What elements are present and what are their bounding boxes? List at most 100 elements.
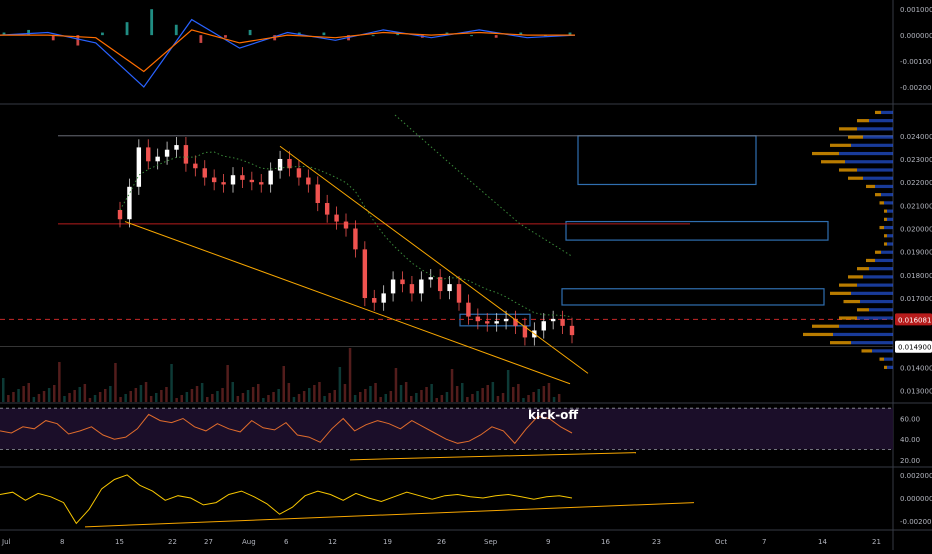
volume-bar xyxy=(241,393,245,402)
price-tick-label: 0.021000 xyxy=(900,202,932,210)
volume-profile-bar xyxy=(839,151,893,156)
volume-bar xyxy=(114,363,117,402)
volume-bar xyxy=(297,394,301,402)
volume-bar xyxy=(486,385,489,402)
volume-bar xyxy=(47,388,51,402)
volume-bar xyxy=(359,392,362,402)
macd-histogram-bar xyxy=(76,35,80,46)
time-tick-label: 22 xyxy=(168,538,177,546)
candle-body xyxy=(343,221,349,229)
macd-tick-label: -0.001000 xyxy=(900,58,932,66)
volume-bar xyxy=(461,383,464,402)
macd-histogram-bar xyxy=(322,32,326,36)
volume-bar xyxy=(78,387,81,402)
macd-histogram-bar xyxy=(150,9,154,36)
volume-profile-bar xyxy=(866,184,875,189)
volume-bar xyxy=(2,378,5,402)
volume-profile-bar xyxy=(857,308,869,312)
volume-bar xyxy=(155,393,158,402)
volume-profile-bar xyxy=(857,119,869,123)
candle-body xyxy=(287,158,292,169)
time-tick-label: 8 xyxy=(60,538,64,546)
candle-body xyxy=(522,325,528,338)
candle-body xyxy=(315,184,320,204)
macd-tick-label: 0.001000 xyxy=(900,6,932,14)
volume-profile-bar xyxy=(884,217,887,221)
volume-profile-bar xyxy=(887,365,893,369)
volume-bar xyxy=(552,397,556,402)
moving-average-line xyxy=(119,151,573,318)
volume-bar xyxy=(32,397,36,402)
macd-line xyxy=(0,18,576,88)
price-tick-label: 0.020000 xyxy=(900,226,932,234)
volume-profile-bar xyxy=(845,160,893,164)
oscillator-tick-label: 0.002000 xyxy=(900,472,932,480)
candle-body xyxy=(296,168,302,178)
time-tick-label: 16 xyxy=(601,538,610,546)
volume-bar xyxy=(440,395,444,402)
volume-bar xyxy=(37,394,41,402)
volume-bar xyxy=(292,397,296,402)
volume-bar xyxy=(343,384,347,402)
time-tick-label: 14 xyxy=(818,538,827,546)
volume-profile-bar xyxy=(887,242,893,246)
volume-bar xyxy=(231,382,234,402)
candle-body xyxy=(372,298,377,303)
volume-profile-bar xyxy=(869,119,893,123)
volume-bar xyxy=(328,393,331,402)
candle-body xyxy=(569,325,575,336)
volume-bar xyxy=(149,396,153,402)
volume-profile-bar xyxy=(887,217,893,221)
volume-bar xyxy=(22,386,25,402)
macd-histogram-bar xyxy=(568,32,572,36)
volume-bar xyxy=(348,348,352,402)
macd-histogram-bar xyxy=(27,29,31,36)
candle-body xyxy=(164,149,170,157)
candle-body xyxy=(183,145,189,164)
candle-body xyxy=(202,168,207,178)
volume-bar xyxy=(272,392,275,402)
macd-histogram-bar xyxy=(51,35,55,41)
oscillator-tick-label: -0.002000 xyxy=(900,518,932,526)
volume-profile-bar xyxy=(821,160,845,164)
volume-bar xyxy=(221,388,224,402)
time-tick-label: Sep xyxy=(484,538,498,546)
volume-bar xyxy=(384,394,387,402)
rsi-line xyxy=(0,413,573,445)
volume-bar xyxy=(333,390,336,402)
volume-bar xyxy=(190,389,194,402)
supply-demand-zone xyxy=(577,135,757,186)
volume-bar xyxy=(323,396,326,402)
volume-bar xyxy=(287,383,291,402)
candle-body xyxy=(400,279,405,285)
candle-body xyxy=(513,318,518,326)
price-tick-label: 0.018000 xyxy=(900,272,932,280)
time-tick-label: Aug xyxy=(242,538,256,546)
candle-body xyxy=(503,318,509,322)
time-tick-label: 27 xyxy=(204,538,213,546)
volume-bar xyxy=(353,395,357,402)
candle-body xyxy=(334,214,339,222)
volume-bar xyxy=(481,388,484,402)
supply-demand-zone xyxy=(565,220,829,241)
time-tick-label: 23 xyxy=(652,538,661,546)
volume-bar xyxy=(466,397,469,402)
volume-bar xyxy=(415,393,418,402)
rsi-band xyxy=(0,408,893,450)
last-price-label: 0.016081 xyxy=(898,316,931,324)
candle-body xyxy=(409,284,415,294)
candle-body xyxy=(485,321,490,324)
volume-profile-bar xyxy=(830,143,851,147)
macd-histogram-bar xyxy=(371,35,375,37)
volume-profile-bar xyxy=(875,250,881,254)
time-tick-label: 7 xyxy=(762,538,766,546)
volume-bar xyxy=(277,389,280,402)
volume-bar xyxy=(257,384,260,402)
candle-body xyxy=(428,277,433,280)
volume-bar xyxy=(369,386,372,402)
volume-bar xyxy=(496,396,500,402)
volume-bar xyxy=(501,393,505,402)
candle-body xyxy=(127,186,132,220)
